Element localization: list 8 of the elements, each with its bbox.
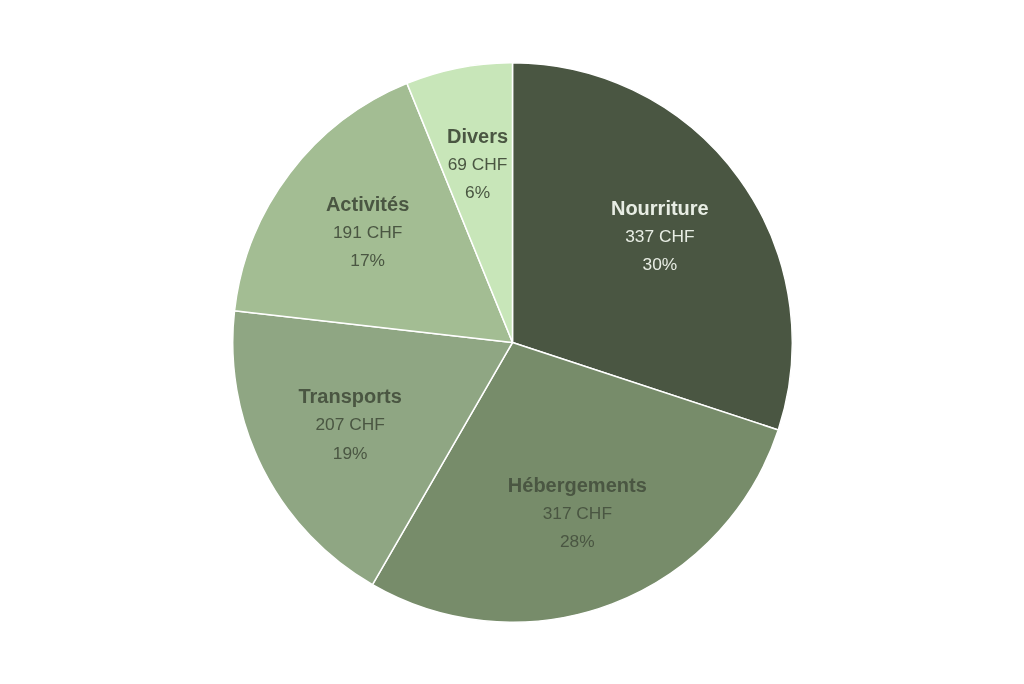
data-label: 337 CHF 30% (625, 225, 695, 274)
slice-label: Transports (298, 385, 402, 408)
slice-label: Nourriture (610, 196, 709, 219)
data-label: 191 CHF 17% (332, 222, 403, 271)
data-label: 69 CHF 6% (447, 153, 508, 202)
slice-label: Divers (446, 124, 509, 147)
data-label: 207 CHF 19% (315, 414, 385, 463)
slice-label: Activités (325, 193, 410, 216)
